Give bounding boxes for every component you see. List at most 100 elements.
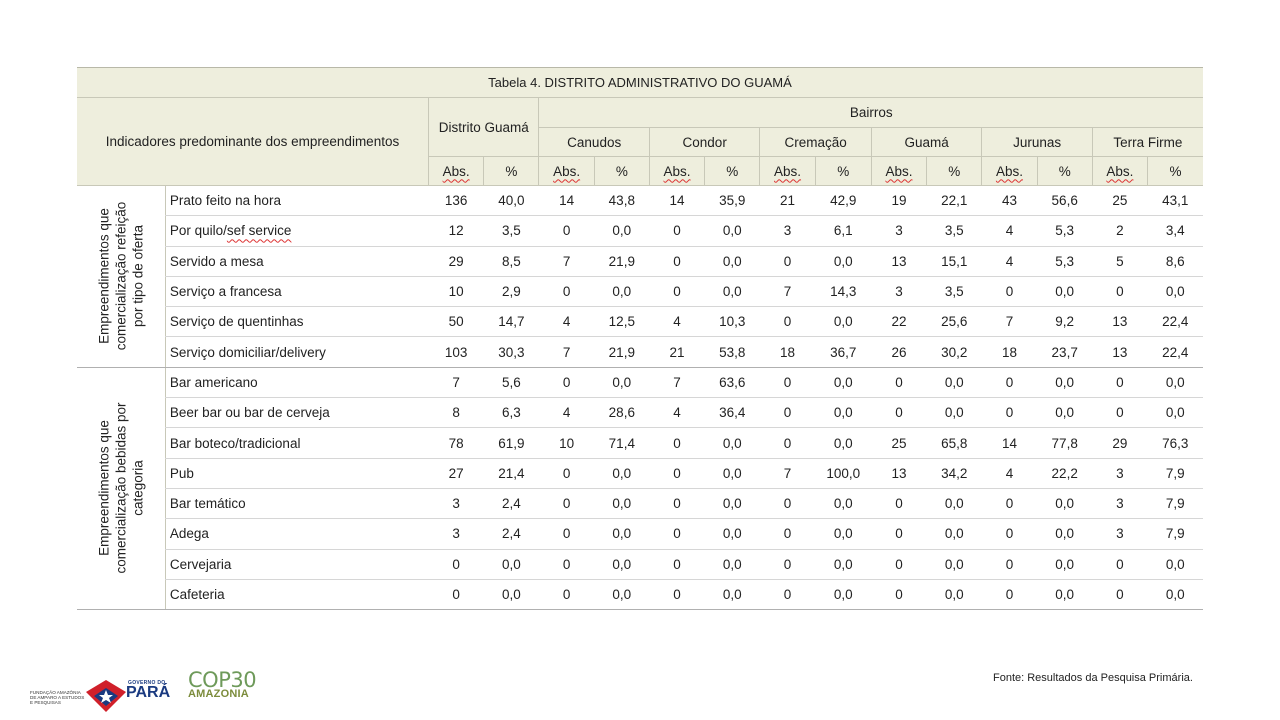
abs-value-cell: 0 — [759, 549, 816, 580]
abs-value-cell: 0 — [538, 549, 595, 580]
pct-value-cell: 21,4 — [483, 458, 539, 489]
pct-header: % — [1147, 156, 1203, 186]
abs-value-cell: 0 — [981, 549, 1038, 580]
abs-value-cell: 0 — [1092, 549, 1148, 580]
row-label-text: Serviço domiciliar/delivery — [169, 344, 326, 360]
abs-value-cell: 103 — [428, 336, 484, 368]
row-label: Serviço domiciliar/delivery — [164, 336, 429, 368]
abs-value-cell: 78 — [428, 427, 484, 459]
pct-value-cell: 76,3 — [1147, 427, 1203, 459]
pct-value-cell: 22,2 — [1037, 458, 1093, 489]
cop30-logo: COP30 AMAZONIA — [188, 664, 278, 714]
row-label: Serviço de quentinhas — [164, 306, 429, 338]
group-label: Empreendimentos que comercialização bebi… — [96, 402, 146, 575]
abs-value-cell: 7 — [759, 458, 816, 489]
abs-value-cell: 0 — [538, 458, 595, 489]
row-label: Bar americano — [164, 367, 429, 399]
pct-value-cell: 100,0 — [815, 458, 872, 489]
abs-value-cell: 0 — [649, 246, 705, 277]
abs-value-cell: 0 — [759, 246, 816, 277]
abs-value-cell: 0 — [649, 579, 705, 611]
pct-value-cell: 0,0 — [1147, 367, 1203, 399]
table-row: Serviço a francesa 10 2,9 0 0,0 0 0,0 7 14,3 3 3,5… — [77, 276, 1203, 308]
pct-value-cell: 61,9 — [483, 427, 539, 459]
abs-value-cell: 7 — [428, 367, 484, 399]
abs-header: Abs. — [428, 156, 485, 186]
abs-value-cell: 4 — [981, 215, 1038, 247]
neighborhood-header: Cremação — [759, 127, 872, 157]
pct-value-cell: 0,0 — [704, 518, 760, 550]
pct-value-cell: 30,2 — [926, 336, 982, 368]
pct-value-cell: 0,0 — [1147, 549, 1203, 580]
abs-value-cell: 0 — [871, 549, 927, 580]
pct-value-cell: 3,5 — [483, 215, 539, 247]
row-label-text: Servido a mesa — [169, 253, 264, 269]
abs-value-cell: 10 — [538, 427, 595, 459]
pct-header: % — [926, 156, 983, 186]
pct-value-cell: 5,3 — [1037, 215, 1093, 247]
pct-value-cell: 0,0 — [815, 246, 872, 277]
abs-value-cell: 25 — [1092, 185, 1148, 217]
abs-value-cell: 27 — [428, 458, 484, 489]
pct-value-cell: 0,0 — [594, 579, 650, 611]
pct-value-cell: 7,9 — [1147, 488, 1203, 520]
pct-value-cell: 0,0 — [815, 549, 872, 580]
para-flag-icon — [86, 680, 126, 712]
table-row: Servido a mesa 29 8,5 7 21,9 0 0,0 0 0,0 13 15,1 4 5… — [77, 246, 1203, 277]
pct-value-cell: 34,2 — [926, 458, 982, 489]
abs-value-cell: 3 — [428, 488, 484, 520]
abs-value-cell: 3 — [428, 518, 484, 550]
pct-value-cell: 22,1 — [926, 185, 982, 217]
abs-value-cell: 14 — [538, 185, 595, 217]
abs-value-cell: 5 — [1092, 246, 1148, 277]
abs-value-cell: 14 — [649, 185, 705, 217]
abs-value-cell: 3 — [759, 215, 816, 247]
abs-header: Abs. — [759, 156, 816, 186]
neighborhood-header: Guamá — [870, 127, 983, 157]
abs-value-cell: 3 — [1092, 488, 1148, 520]
row-label-text: Por quilo/ — [169, 223, 227, 239]
pct-value-cell: 0,0 — [926, 549, 982, 580]
pct-value-cell: 12,5 — [594, 306, 650, 338]
abs-value-cell: 26 — [871, 336, 927, 368]
neighborhood-header: Canudos — [538, 127, 650, 157]
abs-value-cell: 0 — [981, 276, 1038, 308]
pct-value-cell: 0,0 — [815, 518, 872, 550]
abs-value-cell: 10 — [428, 276, 484, 308]
abs-value-cell: 0 — [1092, 397, 1148, 429]
pct-value-cell: 77,8 — [1037, 427, 1093, 459]
data-table: Tabela 4. DISTRITO ADMINISTRATIVO DO GUA… — [77, 67, 1203, 611]
pct-value-cell: 28,6 — [594, 397, 650, 429]
abs-value-cell: 4 — [649, 397, 705, 429]
pct-value-cell: 0,0 — [815, 367, 872, 399]
abs-header-label: Abs. — [774, 163, 802, 179]
abs-value-cell: 3 — [1092, 518, 1148, 550]
abs-value-cell: 0 — [538, 579, 595, 611]
abs-value-cell: 4 — [981, 246, 1038, 277]
abs-value-cell: 0 — [1092, 276, 1148, 308]
pct-value-cell: 21,9 — [594, 336, 650, 368]
row-label-text: Bar americano — [169, 374, 258, 390]
pct-value-cell: 6,3 — [483, 397, 539, 429]
pct-value-cell: 40,0 — [483, 185, 539, 217]
abs-header-label: Abs. — [553, 163, 581, 179]
pct-value-cell: 0,0 — [1147, 579, 1203, 611]
pct-value-cell: 8,5 — [483, 246, 539, 277]
abs-value-cell: 0 — [538, 367, 595, 399]
abs-value-cell: 7 — [538, 336, 595, 368]
neighborhood-header: Condor — [648, 127, 761, 157]
pct-value-cell: 23,7 — [1037, 336, 1093, 368]
row-label: Prato feito na hora — [164, 185, 429, 217]
pct-value-cell: 35,9 — [704, 185, 760, 217]
pct-value-cell: 9,2 — [1037, 306, 1093, 338]
pct-value-cell: 0,0 — [815, 427, 872, 459]
abs-value-cell: 0 — [981, 397, 1038, 429]
abs-value-cell: 0 — [649, 427, 705, 459]
pct-value-cell: 8,6 — [1147, 246, 1203, 277]
abs-value-cell: 0 — [649, 488, 705, 520]
abs-header: Abs. — [981, 156, 1038, 186]
row-label-text: Prato feito na hora — [169, 193, 281, 209]
abs-value-cell: 0 — [981, 579, 1038, 611]
abs-value-cell: 0 — [759, 518, 816, 550]
row-label: Bar temático — [164, 488, 429, 520]
